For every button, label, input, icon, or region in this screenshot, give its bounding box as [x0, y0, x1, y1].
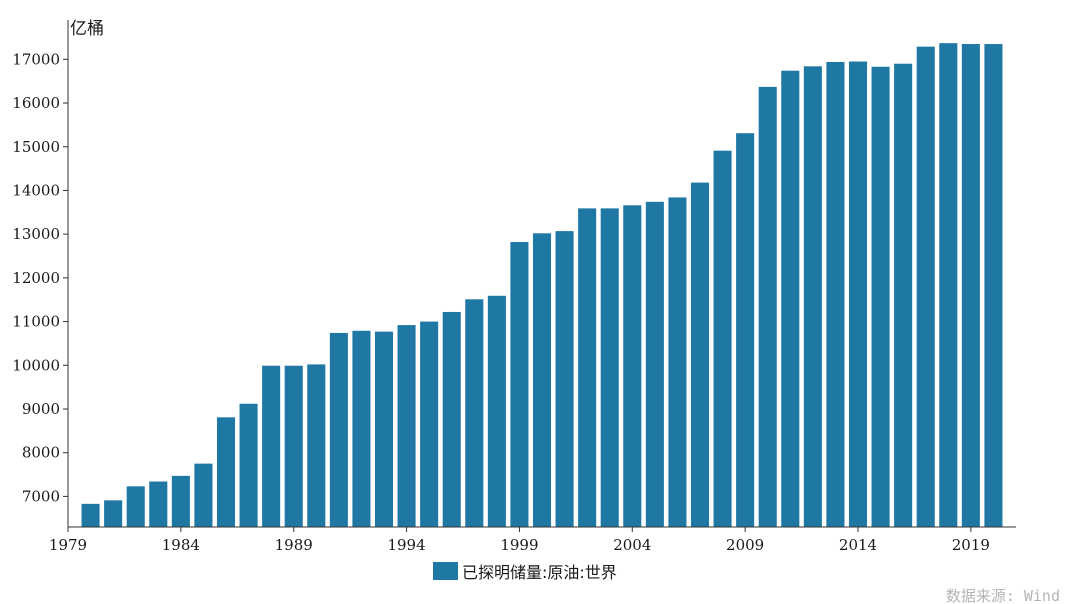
bar-2008: [713, 150, 732, 527]
bar-1984: [171, 475, 190, 527]
y-tick-label: 8000: [22, 444, 60, 462]
bar-1987: [239, 403, 258, 527]
bar-2012: [803, 66, 822, 527]
y-ticks-group: 7000 8000 9000 10000 11000 12000 13000 14000 150…: [12, 50, 68, 505]
bar-1998: [487, 295, 506, 527]
bar-2013: [826, 61, 845, 528]
y-tick-label: 7000: [22, 487, 60, 505]
bar-1990: [307, 364, 326, 527]
x-tick-label: 2004: [613, 536, 651, 554]
bar-1991: [329, 332, 348, 527]
bar-1992: [352, 330, 371, 527]
y-tick-label: 13000: [12, 225, 60, 243]
x-tick-label: 1999: [500, 536, 538, 554]
y-tick-label: 9000: [22, 400, 60, 418]
y-tick-label: 14000: [12, 181, 60, 199]
bar-1983: [149, 481, 168, 527]
legend: 已探明储量:原油:世界: [433, 562, 617, 582]
y-axis-unit-label: 亿桶: [70, 19, 104, 39]
bar-2000: [532, 233, 552, 528]
y-tick-label: 12000: [12, 269, 60, 287]
bar-1988: [262, 365, 281, 527]
bars-group: [81, 43, 1003, 528]
bar-1996: [442, 311, 461, 527]
source-note: 数据来源: Wind: [946, 587, 1060, 604]
bar-2004: [623, 205, 642, 527]
bar-1985: [194, 463, 213, 528]
y-tick-label: 17000: [12, 50, 60, 68]
bar-2005: [645, 201, 664, 527]
bar-2017: [916, 46, 935, 527]
x-tick-label: 1994: [387, 536, 425, 554]
bar-2007: [690, 182, 710, 527]
bar-2015: [871, 66, 890, 528]
x-tick-label: 1989: [275, 536, 313, 554]
bar-2009: [736, 133, 755, 527]
bar-1986: [216, 417, 236, 527]
x-ticks-group: 1979 1984 1989 1994 1999 2004 2009 2014 2019: [49, 527, 990, 554]
y-tick-label: 15000: [12, 138, 60, 156]
bar-1981: [104, 500, 123, 527]
y-tick-label: 10000: [12, 356, 60, 374]
bar-1995: [420, 321, 439, 527]
x-tick-label: 1984: [162, 536, 200, 554]
y-tick-label: 11000: [12, 313, 60, 331]
bar-2014: [848, 61, 868, 528]
bar-1999: [510, 242, 529, 527]
bar-2003: [600, 208, 619, 527]
bar-2001: [555, 231, 574, 527]
bar-1989: [284, 365, 303, 527]
bar-1982: [126, 486, 145, 527]
y-tick-label: 16000: [12, 94, 60, 112]
x-tick-label: 2014: [839, 536, 877, 554]
bar-2010: [758, 86, 777, 528]
bar-1980: [81, 503, 100, 527]
bar-1993: [374, 331, 394, 527]
bar-1997: [465, 299, 484, 527]
x-tick-label: 2009: [726, 536, 764, 554]
bar-2019: [961, 44, 980, 527]
bar-2018: [939, 43, 958, 527]
bar-2002: [578, 208, 597, 527]
legend-swatch: [433, 562, 458, 580]
bar-1994: [397, 325, 416, 527]
bar-2016: [894, 63, 913, 528]
x-tick-label: 2019: [952, 536, 990, 554]
x-tick-label: 1979: [49, 536, 87, 554]
bar-2020: [984, 44, 1003, 527]
bar-2006: [668, 197, 687, 527]
legend-label: 已探明储量:原油:世界: [462, 563, 617, 582]
bar-2011: [781, 70, 800, 527]
